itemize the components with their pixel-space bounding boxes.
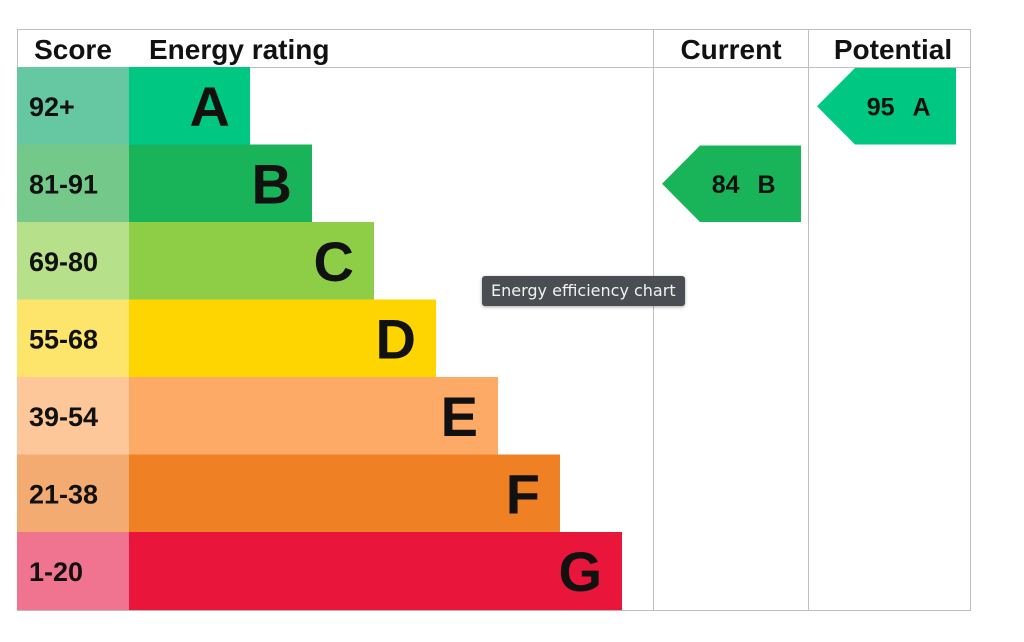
- score-cell-d: [17, 299, 129, 378]
- rating-markers: 84 B 95 A: [662, 68, 956, 222]
- score-cell-b: [17, 144, 129, 223]
- band-bar-a: [129, 67, 250, 146]
- current-rating-value: 84: [712, 171, 740, 199]
- score-cell-f: [17, 454, 129, 533]
- header-score: Score: [34, 34, 112, 65]
- header-current: Current: [680, 34, 781, 65]
- potential-rating-letter: A: [913, 93, 931, 121]
- score-label-d: 55-68: [29, 324, 98, 354]
- band-bar-e: [129, 377, 498, 456]
- score-cell-c: [17, 222, 129, 301]
- score-cell-a: [17, 67, 129, 146]
- score-label-c: 69-80: [29, 247, 98, 277]
- score-cell-g: [17, 532, 129, 611]
- score-label-e: 39-54: [29, 402, 98, 432]
- score-label-a: 92+: [29, 92, 75, 122]
- band-bar-f: [129, 454, 560, 533]
- score-label-b: 81-91: [29, 169, 98, 199]
- potential-rating-arrow: [817, 68, 956, 145]
- band-letter-b: B: [252, 152, 292, 215]
- header-energy-rating: Energy rating: [149, 34, 329, 65]
- band-letter-c: C: [314, 230, 354, 293]
- band-letter-f: F: [506, 462, 540, 525]
- band-bar-d: [129, 299, 436, 378]
- chart-tooltip: Energy efficiency chart: [482, 276, 685, 306]
- band-letter-a: A: [190, 75, 230, 138]
- current-rating-letter: B: [758, 171, 776, 199]
- band-bar-g: [129, 532, 622, 611]
- band-letter-g: G: [558, 540, 602, 603]
- current-rating-arrow: [662, 145, 801, 222]
- band-bar-c: [129, 222, 374, 301]
- band-letter-e: E: [441, 385, 478, 448]
- band-bar-b: [129, 144, 312, 223]
- score-label-g: 1-20: [29, 557, 83, 587]
- band-letter-d: D: [376, 307, 416, 370]
- score-label-f: 21-38: [29, 479, 98, 509]
- potential-rating-value: 95: [867, 93, 895, 121]
- score-cell-e: [17, 377, 129, 456]
- rating-bands: 92+ A 81-91 B 69-80 C 55-68 D 39-54 E 21-38 F 1-20 G: [17, 67, 622, 611]
- header-potential: Potential: [834, 34, 952, 65]
